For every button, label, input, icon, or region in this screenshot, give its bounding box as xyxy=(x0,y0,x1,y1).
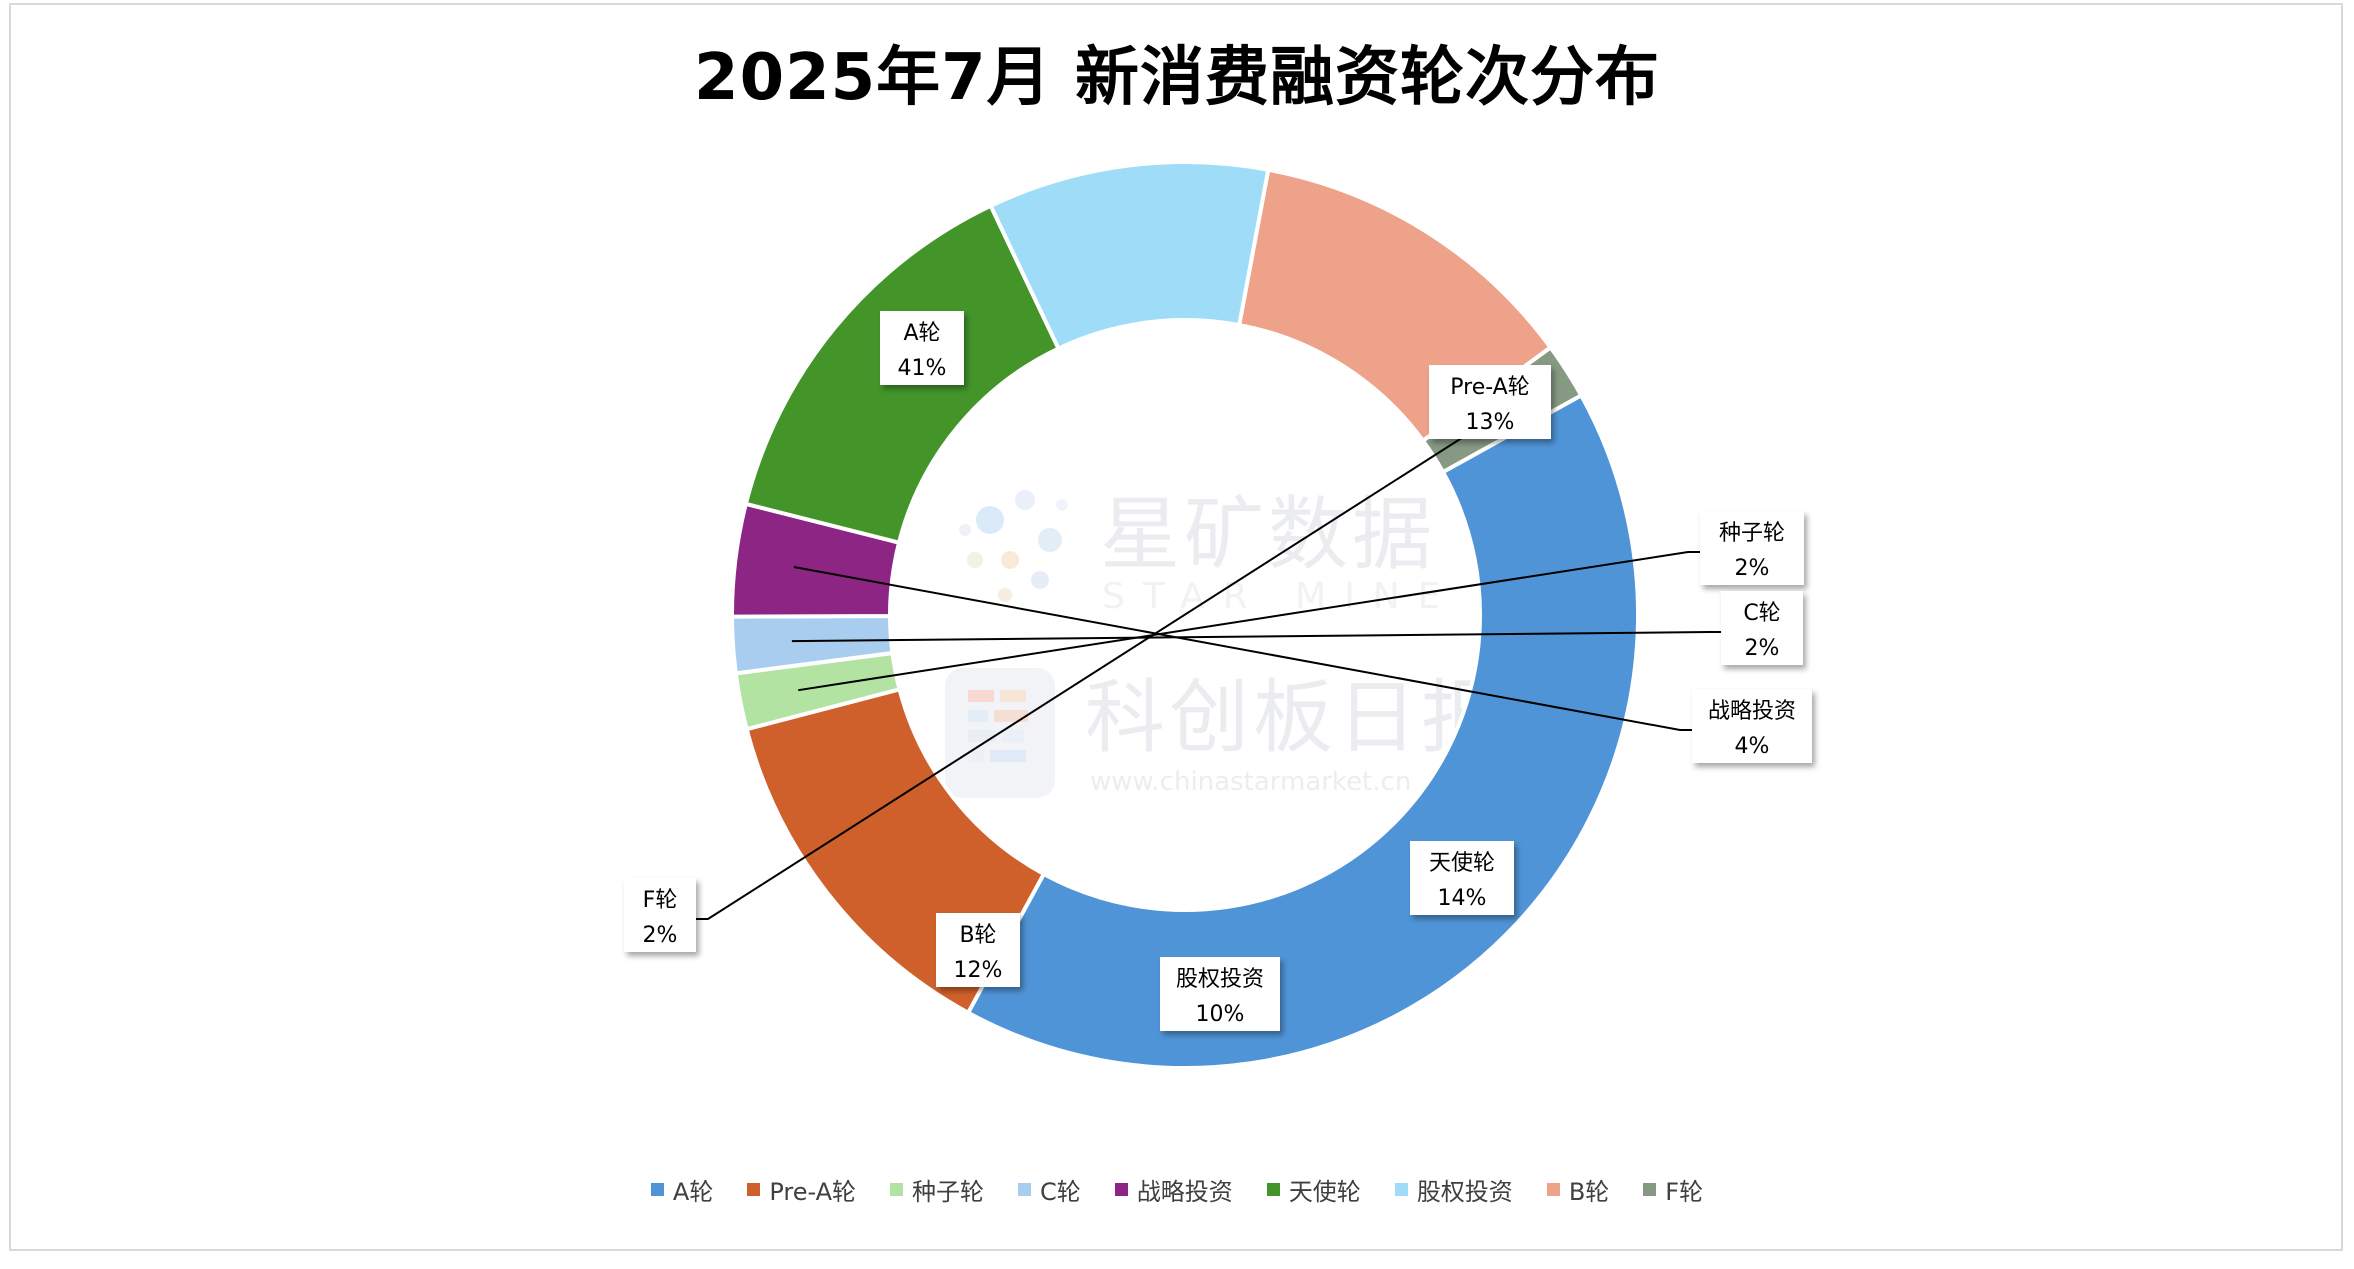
leader-line-seed xyxy=(798,551,1700,692)
data-label-box-pre-a xyxy=(1429,365,1551,439)
watermark: 星矿数据 STAR MINE 科创板日报 www.chinastarmarket… xyxy=(945,488,1505,798)
legend-item-b: B轮 xyxy=(1546,1172,1610,1207)
legend-label-b: B轮 xyxy=(1568,1178,1610,1206)
data-label-category-strategic: 战略投资 xyxy=(1708,699,1796,724)
chart-legend: A轮 Pre-A轮 种子轮 C轮 战略投资 天使轮 股权投资 B轮 F轮 xyxy=(0,1172,2354,1207)
legend-label-pre-a: Pre-A轮 xyxy=(769,1178,857,1206)
leader-lines xyxy=(696,401,1721,920)
watermark-brand1-cn: 星矿数据 xyxy=(1100,488,1436,581)
watermark-brand2-url: www.chinastarmarket.cn xyxy=(1090,767,1411,797)
data-label-box-b xyxy=(936,913,1020,987)
legend-item-seed: 种子轮 xyxy=(890,1172,984,1207)
data-label-box-f xyxy=(624,878,696,952)
data-label-box-equity xyxy=(1160,957,1280,1031)
data-label-value-c: 2% xyxy=(1745,636,1780,661)
data-label-box-strategic xyxy=(1692,689,1812,763)
data-label-angel: 天使轮 14% xyxy=(1410,841,1514,915)
data-label-value-b: 12% xyxy=(954,958,1003,983)
data-label-category-seed: 种子轮 xyxy=(1719,521,1785,546)
legend-item-equity: 股权投资 xyxy=(1394,1172,1513,1207)
data-label-box-c xyxy=(1721,591,1803,665)
leader-line-strategic xyxy=(793,565,1692,731)
legend-swatch-pre-a xyxy=(747,1183,761,1196)
legend-swatch-f xyxy=(1643,1183,1657,1196)
data-label-value-a: 41% xyxy=(898,356,947,381)
data-label-category-pre-a: Pre-A轮 xyxy=(1450,375,1529,400)
data-label-box-a xyxy=(880,311,964,385)
star-mine-logo xyxy=(959,490,1068,602)
data-label-value-equity: 10% xyxy=(1196,1002,1245,1027)
legend-label-strategic: 战略投资 xyxy=(1136,1178,1233,1206)
data-label-category-equity: 股权投资 xyxy=(1176,967,1264,992)
data-label-category-a: A轮 xyxy=(903,321,940,346)
legend-label-equity: 股权投资 xyxy=(1416,1178,1513,1206)
legend-item-a: A轮 xyxy=(650,1172,714,1207)
watermark-brand1-en: STAR MINE xyxy=(1102,576,1458,617)
watermark-brand2-cn: 科创板日报 xyxy=(1085,671,1505,764)
legend-label-a: A轮 xyxy=(672,1178,714,1206)
legend-item-c: C轮 xyxy=(1018,1172,1081,1207)
data-label-category-b: B轮 xyxy=(959,923,996,948)
legend-item-pre-a: Pre-A轮 xyxy=(747,1172,856,1207)
legend-swatch-c xyxy=(1018,1183,1032,1196)
data-label-c: C轮 2% xyxy=(1721,591,1803,665)
data-label-b: B轮 12% xyxy=(936,913,1020,987)
data-label-category-angel: 天使轮 xyxy=(1429,851,1495,876)
legend-swatch-b xyxy=(1546,1183,1560,1196)
legend-item-f: F轮 xyxy=(1643,1172,1703,1207)
legend-item-angel: 天使轮 xyxy=(1266,1172,1361,1207)
legend-swatch-strategic xyxy=(1114,1183,1128,1196)
data-label-value-f: 2% xyxy=(643,923,678,948)
legend-label-c: C轮 xyxy=(1040,1178,1081,1206)
data-label-category-f: F轮 xyxy=(643,888,678,913)
leader-line-f xyxy=(696,401,1518,920)
legend-swatch-a xyxy=(650,1183,664,1196)
data-label-strategic: 战略投资 4% xyxy=(1692,689,1812,763)
data-label-pre-a: Pre-A轮 13% xyxy=(1429,365,1551,439)
legend-label-angel: 天使轮 xyxy=(1288,1178,1361,1206)
data-label-value-pre-a: 13% xyxy=(1466,410,1515,435)
data-label-box-angel xyxy=(1410,841,1514,915)
leader-line-c xyxy=(791,631,1721,643)
legend-label-seed: 种子轮 xyxy=(912,1178,985,1206)
data-label-box-seed xyxy=(1700,511,1804,585)
legend-swatch-seed xyxy=(890,1183,904,1196)
data-label-a: A轮 41% xyxy=(880,311,964,385)
data-label-category-c: C轮 xyxy=(1743,601,1780,626)
data-label-value-seed: 2% xyxy=(1735,556,1770,581)
legend-label-f: F轮 xyxy=(1665,1178,1704,1206)
data-label-f: F轮 2% xyxy=(624,878,696,952)
data-labels: A轮 41% Pre-A轮 13% 种子轮 2% C轮 2% 战略投资 4% 天使轮 14% 股权投资 1… xyxy=(624,311,1812,1031)
legend-item-strategic: 战略投资 xyxy=(1114,1172,1233,1207)
data-label-value-strategic: 4% xyxy=(1735,734,1770,759)
legend-swatch-equity xyxy=(1394,1183,1408,1196)
legend-swatch-angel xyxy=(1266,1183,1280,1196)
chart-title: 2025年7月 新消费融资轮次分布 xyxy=(694,41,1660,115)
data-label-seed: 种子轮 2% xyxy=(1700,511,1804,585)
data-label-equity: 股权投资 10% xyxy=(1160,957,1280,1031)
data-label-value-angel: 14% xyxy=(1438,886,1487,911)
